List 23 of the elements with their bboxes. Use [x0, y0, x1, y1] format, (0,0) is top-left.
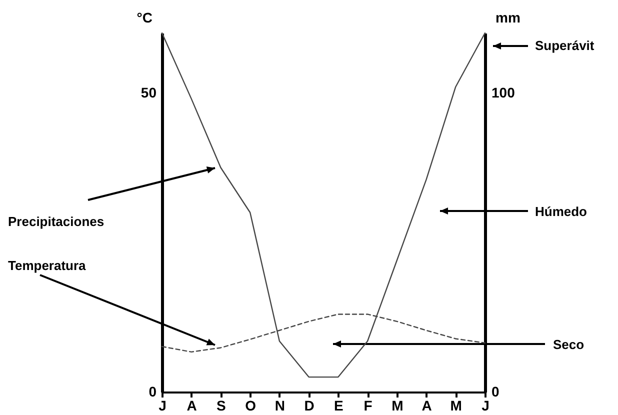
text: Superávit [535, 38, 594, 53]
y-axis-title: °C [136, 10, 152, 26]
x-tick-label: S [216, 398, 226, 414]
text: Seco [553, 337, 584, 352]
x-tick-label: F [364, 398, 373, 414]
x-tick-label: J [482, 398, 490, 414]
x-tick-label: E [334, 398, 344, 414]
text: Temperatura [8, 258, 86, 273]
x-tick-label: O [245, 398, 256, 414]
x-tick-label: A [422, 398, 432, 414]
x-tick-label: N [274, 398, 286, 414]
line-series [161, 32, 486, 378]
x-tick-label: M [392, 398, 404, 414]
x-tick-label: A [186, 398, 197, 414]
x-tick-label: M [450, 398, 462, 414]
x-tick-label: D [304, 398, 314, 414]
text: Húmedo [535, 204, 587, 219]
y2-tick-label: 100 [492, 84, 516, 100]
text: Precipitaciones [8, 214, 104, 229]
y2-tick-label: 0 [492, 384, 500, 400]
x-tick-label: J [158, 398, 166, 414]
y2-axis-title: mm [496, 10, 520, 26]
y-tick-label: 50 [140, 84, 157, 100]
